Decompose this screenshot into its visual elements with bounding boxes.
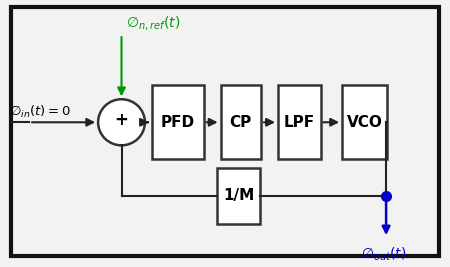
Bar	[152, 85, 203, 159]
Bar	[220, 85, 261, 159]
Text: $\emptyset_{in}(t){=}0$: $\emptyset_{in}(t){=}0$	[9, 104, 71, 120]
Bar	[217, 168, 260, 223]
Text: $\emptyset_{out}(t)$: $\emptyset_{out}(t)$	[361, 246, 407, 263]
Text: CP: CP	[230, 115, 252, 130]
Text: VCO: VCO	[346, 115, 382, 130]
Ellipse shape	[98, 99, 145, 145]
Bar	[342, 85, 387, 159]
Text: PFD: PFD	[161, 115, 195, 130]
Text: LPF: LPF	[284, 115, 315, 130]
Text: +: +	[115, 111, 128, 129]
Text: $\emptyset_{n,ref}(t)$: $\emptyset_{n,ref}(t)$	[126, 14, 180, 32]
Bar	[278, 85, 320, 159]
Text: 1/M: 1/M	[223, 189, 254, 203]
